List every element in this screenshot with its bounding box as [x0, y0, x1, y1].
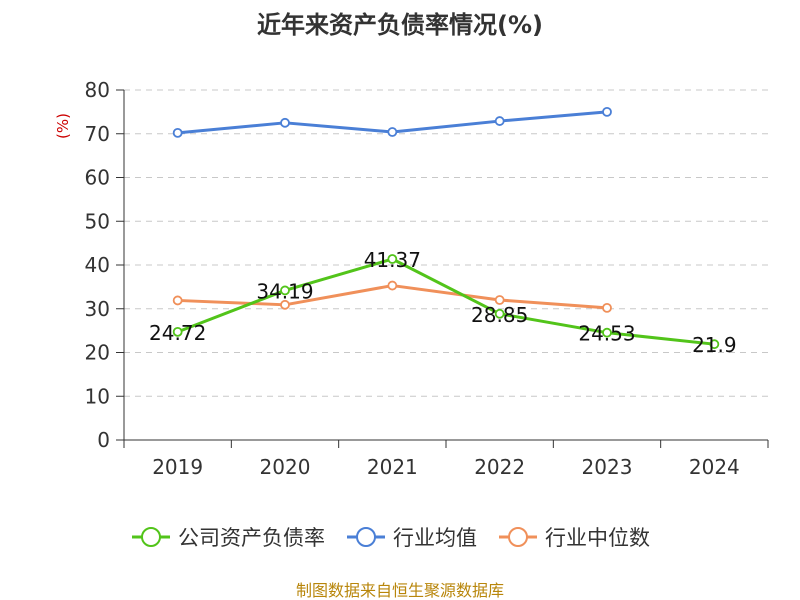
data-label: 41.37 — [364, 248, 421, 272]
legend-item[interactable]: 公司资产负债率 — [132, 526, 325, 550]
source-note: 制图数据来自恒生聚源数据库 — [296, 581, 504, 600]
data-point — [709, 339, 720, 350]
y-tick-label: 60 — [85, 166, 110, 190]
legend-label: 行业中位数 — [545, 526, 650, 550]
data-point — [602, 302, 612, 313]
legend-marker — [508, 527, 528, 547]
y-tick-label: 10 — [85, 384, 110, 408]
data-label: 24.72 — [149, 321, 206, 345]
x-tick-label: 2022 — [474, 455, 525, 479]
data-point — [172, 295, 183, 306]
data-point — [387, 127, 398, 137]
data-point — [494, 295, 505, 305]
data-label: 34.19 — [256, 279, 313, 303]
grid-lines — [124, 89, 768, 397]
data-label: 28.85 — [471, 303, 528, 327]
data-point — [172, 127, 183, 138]
legend-label: 公司资产负债率 — [178, 526, 325, 550]
series-lines — [172, 106, 720, 350]
y-tick-label: 50 — [85, 209, 110, 233]
y-tick-label: 40 — [85, 253, 110, 277]
data-point — [280, 299, 290, 310]
data-point — [387, 280, 398, 291]
data-point — [602, 327, 612, 338]
data-label: 21.9 — [692, 333, 737, 357]
data-point — [387, 254, 398, 264]
data-point — [494, 116, 505, 126]
legend-item[interactable]: 行业中位数 — [499, 526, 650, 550]
chart-title: 近年来资产负债率情况(%) — [257, 11, 543, 39]
series-line-0 — [177, 257, 715, 346]
data-label: 24.53 — [578, 322, 635, 346]
legend-marker — [141, 527, 161, 547]
data-point — [172, 326, 183, 337]
legend-item[interactable]: 行业均值 — [347, 526, 477, 550]
data-point — [280, 117, 290, 128]
x-tick-label: 2021 — [367, 455, 418, 479]
y-tick-label: 70 — [85, 122, 110, 146]
x-tick-label: 2019 — [152, 455, 203, 479]
data-point — [280, 285, 290, 296]
legend: 公司资产负债率 行业均值 行业中位数 — [132, 526, 650, 550]
data-point — [602, 106, 612, 117]
y-tick-label: 30 — [85, 297, 110, 321]
data-labels: 24.72 34.19 41.37 28.85 24.53 21.9 — [149, 248, 737, 357]
x-tick-label: 2023 — [582, 455, 633, 479]
y-tick-label: 80 — [85, 78, 110, 102]
axes: 0 10 20 30 40 50 60 70 80 2019 2020 2021 2022 2023 202… — [85, 78, 769, 479]
x-tick-label: 2020 — [260, 455, 311, 479]
y-axis-unit: (%) — [54, 113, 72, 139]
y-tick-label: 0 — [97, 428, 110, 452]
x-tick-label: 2024 — [689, 455, 740, 479]
y-tick-label: 20 — [85, 341, 110, 365]
legend-label: 行业均值 — [393, 526, 477, 550]
data-point — [494, 308, 505, 319]
legend-marker — [356, 527, 376, 547]
